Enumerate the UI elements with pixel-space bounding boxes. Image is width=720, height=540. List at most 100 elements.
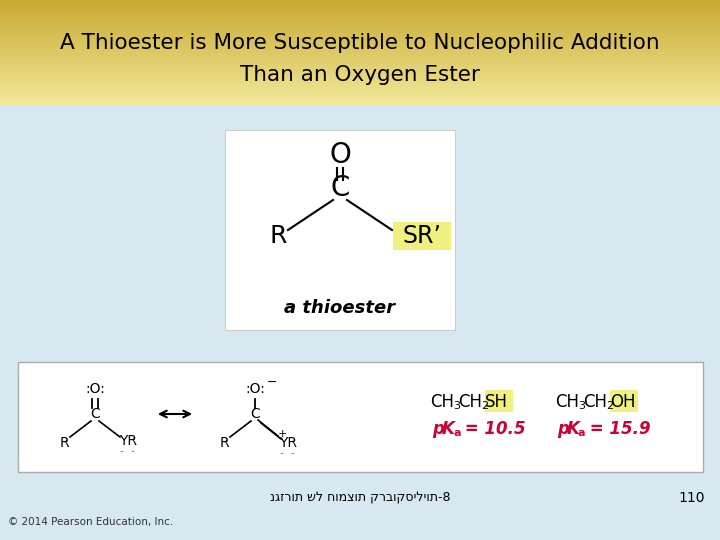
Text: p: p bbox=[432, 420, 444, 438]
Bar bbox=[0, 6, 720, 8]
Bar bbox=[0, 79, 720, 80]
Text: 2: 2 bbox=[481, 401, 488, 411]
Bar bbox=[0, 83, 720, 84]
Bar bbox=[0, 101, 720, 103]
Bar bbox=[0, 38, 720, 39]
Bar bbox=[0, 12, 720, 13]
Bar bbox=[0, 31, 720, 33]
Text: ..: .. bbox=[290, 447, 296, 456]
Bar bbox=[0, 88, 720, 89]
Bar bbox=[0, 33, 720, 34]
Text: נגזרות של חומצות קרבוקסיליות-8: נגזרות של חומצות קרבוקסיליות-8 bbox=[270, 491, 450, 504]
Bar bbox=[0, 85, 720, 86]
Text: R: R bbox=[219, 436, 229, 450]
Bar bbox=[225, 130, 455, 330]
Text: −: − bbox=[266, 375, 277, 388]
Text: YR: YR bbox=[279, 436, 297, 450]
Bar bbox=[0, 39, 720, 40]
Bar bbox=[0, 18, 720, 19]
Bar bbox=[0, 52, 720, 54]
Bar bbox=[0, 21, 720, 22]
Text: C: C bbox=[250, 407, 260, 421]
Text: CH: CH bbox=[583, 393, 607, 411]
Text: SR’: SR’ bbox=[402, 224, 441, 248]
Text: R: R bbox=[269, 224, 287, 248]
Bar bbox=[393, 222, 451, 250]
Bar bbox=[0, 80, 720, 82]
Bar bbox=[0, 100, 720, 101]
Text: ..: .. bbox=[279, 447, 284, 456]
Bar bbox=[0, 58, 720, 59]
Bar bbox=[0, 57, 720, 58]
Bar bbox=[0, 76, 720, 77]
Bar bbox=[0, 40, 720, 42]
Bar bbox=[0, 59, 720, 60]
Text: C: C bbox=[330, 174, 350, 202]
Bar bbox=[0, 9, 720, 10]
Text: 3: 3 bbox=[453, 401, 460, 411]
Bar bbox=[0, 55, 720, 57]
Bar bbox=[0, 45, 720, 46]
Bar bbox=[0, 34, 720, 36]
Text: K: K bbox=[442, 420, 455, 438]
Text: p: p bbox=[557, 420, 569, 438]
Bar bbox=[485, 390, 513, 412]
Text: SH: SH bbox=[485, 393, 508, 411]
Bar bbox=[0, 25, 720, 26]
Bar bbox=[0, 73, 720, 75]
Bar bbox=[0, 1, 720, 3]
Bar bbox=[0, 24, 720, 25]
Bar bbox=[0, 68, 720, 70]
Bar bbox=[0, 71, 720, 72]
Text: ..: .. bbox=[130, 444, 135, 454]
Bar bbox=[0, 22, 720, 24]
Bar bbox=[0, 75, 720, 76]
Bar bbox=[0, 98, 720, 100]
Bar bbox=[0, 64, 720, 66]
Bar bbox=[0, 103, 720, 104]
Bar bbox=[0, 50, 720, 51]
Bar bbox=[0, 26, 720, 28]
Text: 110: 110 bbox=[678, 491, 705, 505]
Text: a: a bbox=[453, 428, 461, 438]
Bar bbox=[0, 17, 720, 18]
Bar bbox=[18, 362, 703, 472]
Bar bbox=[0, 19, 720, 21]
Bar bbox=[0, 54, 720, 55]
Bar bbox=[0, 46, 720, 47]
Text: Than an Oxygen Ester: Than an Oxygen Ester bbox=[240, 65, 480, 85]
Text: CH: CH bbox=[430, 393, 454, 411]
Bar bbox=[0, 93, 720, 94]
Bar bbox=[0, 86, 720, 88]
Text: 2: 2 bbox=[606, 401, 613, 411]
Bar bbox=[0, 36, 720, 37]
Bar bbox=[0, 92, 720, 93]
Bar bbox=[0, 104, 720, 105]
Bar bbox=[0, 66, 720, 67]
Bar bbox=[0, 96, 720, 97]
Bar bbox=[0, 42, 720, 43]
Bar bbox=[0, 77, 720, 79]
Text: = 15.9: = 15.9 bbox=[584, 420, 651, 438]
Bar bbox=[0, 91, 720, 92]
Bar bbox=[0, 72, 720, 73]
Bar bbox=[0, 67, 720, 68]
Text: :O:: :O: bbox=[85, 382, 105, 396]
Bar bbox=[610, 390, 638, 412]
Bar bbox=[0, 47, 720, 49]
Text: A Thioester is More Susceptible to Nucleophilic Addition: A Thioester is More Susceptible to Nucle… bbox=[60, 33, 660, 53]
Bar bbox=[0, 13, 720, 15]
Text: YR: YR bbox=[119, 434, 137, 448]
Bar bbox=[0, 29, 720, 30]
Bar bbox=[0, 30, 720, 31]
Bar bbox=[0, 70, 720, 71]
Text: a thioester: a thioester bbox=[284, 299, 395, 317]
Bar bbox=[0, 43, 720, 45]
Bar bbox=[0, 3, 720, 4]
Text: K: K bbox=[567, 420, 580, 438]
Bar bbox=[0, 62, 720, 63]
Text: C: C bbox=[90, 407, 100, 421]
Bar bbox=[0, 63, 720, 64]
Bar bbox=[0, 15, 720, 16]
Bar bbox=[0, 5, 720, 6]
